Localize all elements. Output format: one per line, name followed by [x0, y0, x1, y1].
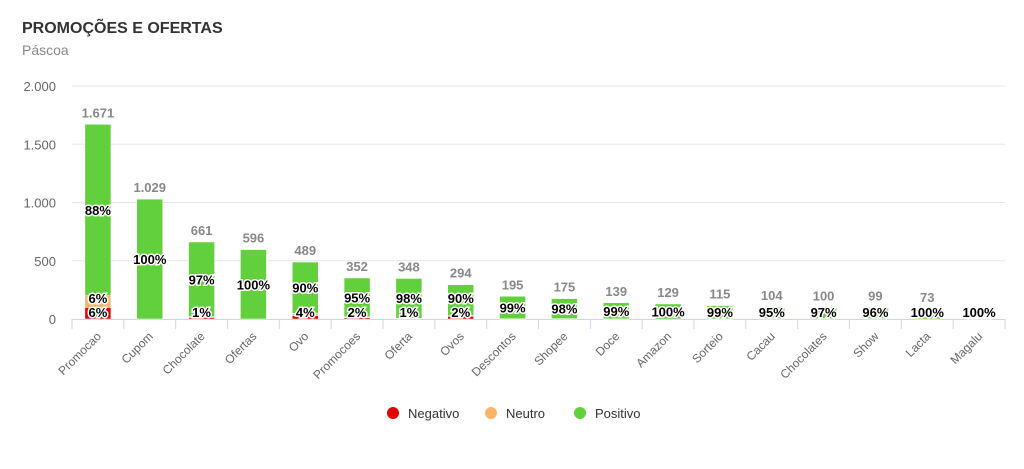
legend-marker-neutro — [485, 407, 497, 419]
data-label-neutro: 1% — [192, 305, 211, 320]
data-label-positivo: 90% — [448, 291, 474, 306]
total-label: 175 — [554, 280, 576, 295]
total-label: 294 — [450, 266, 472, 281]
chart-subtitle: Páscoa — [22, 42, 69, 58]
data-label-positivo: 98% — [396, 291, 422, 306]
total-label: 661 — [191, 223, 213, 238]
x-tick-label: Lacta — [903, 329, 934, 360]
total-label: 489 — [294, 243, 316, 258]
x-tick-label: Cupom — [119, 329, 156, 366]
bar-segment-positivo — [499, 296, 526, 320]
legend-item-negativo[interactable]: Negativo — [408, 406, 459, 421]
data-label-positivo: 96% — [862, 305, 888, 320]
x-tick-label: Promocoes — [310, 329, 363, 382]
data-label-positivo: 95% — [344, 290, 370, 305]
x-tick-label: Show — [850, 329, 881, 360]
y-tick-label: 500 — [34, 254, 56, 269]
data-label-positivo: 100% — [911, 305, 945, 320]
bar-segment-positivo — [654, 303, 682, 320]
data-label-neutro: 1% — [400, 305, 419, 320]
data-label-positivo: 99% — [500, 301, 526, 316]
x-tick-label: Promocao — [55, 329, 104, 378]
bar-segment-positivo — [758, 306, 785, 319]
data-label-positivo: 100% — [133, 252, 167, 267]
bar-segment-positivo — [862, 307, 889, 319]
data-label-neutro: 6% — [89, 291, 108, 306]
data-label-positivo: 100% — [962, 305, 996, 320]
y-tick-label: 1.000 — [23, 196, 56, 211]
data-label-positivo: 97% — [189, 272, 215, 287]
bar-segment-positivo — [551, 298, 578, 319]
x-tick-label: Chocolates — [777, 329, 829, 381]
x-tick-label: Magalu — [947, 329, 985, 367]
x-tick-label: Sorteio — [689, 329, 726, 366]
total-label: 348 — [398, 259, 420, 274]
y-tick-label: 2.000 — [23, 79, 56, 94]
bar-segment-positivo — [188, 241, 215, 317]
x-tick-label: Ofertas — [222, 329, 260, 367]
data-label-positivo: 100% — [237, 277, 271, 292]
y-tick-label: 0 — [49, 312, 56, 327]
total-label: 104 — [761, 288, 783, 303]
legend-marker-positivo — [574, 407, 586, 419]
total-label: 1.671 — [82, 105, 115, 120]
total-label: 352 — [346, 259, 368, 274]
bar-segment-positivo — [810, 307, 837, 319]
data-label-negativo: 6% — [89, 305, 108, 320]
total-label: 115 — [709, 287, 730, 302]
data-label-positivo: 99% — [707, 305, 733, 320]
legend-marker-negativo — [387, 407, 399, 419]
data-label-neutro: 2% — [348, 305, 367, 320]
bar-segment-positivo — [706, 305, 734, 320]
bar-segment-positivo — [136, 198, 163, 320]
x-tick-label: Descontos — [469, 329, 519, 379]
x-tick-label: Ovos — [437, 329, 467, 359]
data-label-positivo: 90% — [292, 281, 318, 296]
bar-segment-positivo — [240, 249, 267, 320]
data-label-positivo: 99% — [603, 304, 629, 319]
legend-item-positivo[interactable]: Positivo — [595, 406, 641, 421]
total-label: 195 — [502, 277, 524, 292]
total-label: 129 — [657, 285, 679, 300]
data-label-positivo: 100% — [651, 304, 685, 319]
bar-segment-positivo — [395, 278, 423, 319]
bar-segment-positivo — [965, 318, 993, 320]
total-label: 100 — [813, 288, 835, 303]
total-label: 139 — [605, 284, 627, 299]
total-label: 596 — [243, 231, 265, 246]
x-tick-label: Chocolate — [160, 329, 208, 377]
bar-segment-positivo — [603, 302, 630, 320]
bar-segment-positivo — [343, 277, 371, 318]
total-label: 99 — [868, 288, 882, 303]
legend-item-neutro[interactable]: Neutro — [506, 406, 545, 421]
x-tick-label: Cacau — [743, 329, 777, 363]
data-label-positivo: 95% — [759, 305, 785, 320]
total-label: 1.029 — [133, 180, 166, 195]
data-label-neutro: 2% — [451, 305, 470, 320]
bar-segment-positivo — [447, 284, 474, 316]
x-tick-label: Doce — [593, 329, 623, 359]
x-tick-label: Oferta — [382, 329, 416, 363]
data-label-neutro: 4% — [296, 305, 315, 320]
data-label-positivo: 88% — [85, 203, 111, 218]
x-tick-label: Shopee — [531, 329, 570, 368]
data-label-positivo: 98% — [551, 302, 577, 317]
y-tick-label: 1.500 — [23, 137, 56, 152]
total-label: 73 — [920, 290, 934, 305]
chart-title: PROMOÇÕES E OFERTAS — [22, 20, 223, 37]
x-tick-label: Amazon — [633, 329, 674, 370]
bar-segment-positivo — [292, 261, 319, 314]
bar-segment-positivo — [84, 124, 112, 296]
bar-segment-positivo — [914, 310, 941, 320]
x-tick-label: Ovo — [286, 329, 312, 355]
data-label-positivo: 97% — [811, 305, 837, 320]
